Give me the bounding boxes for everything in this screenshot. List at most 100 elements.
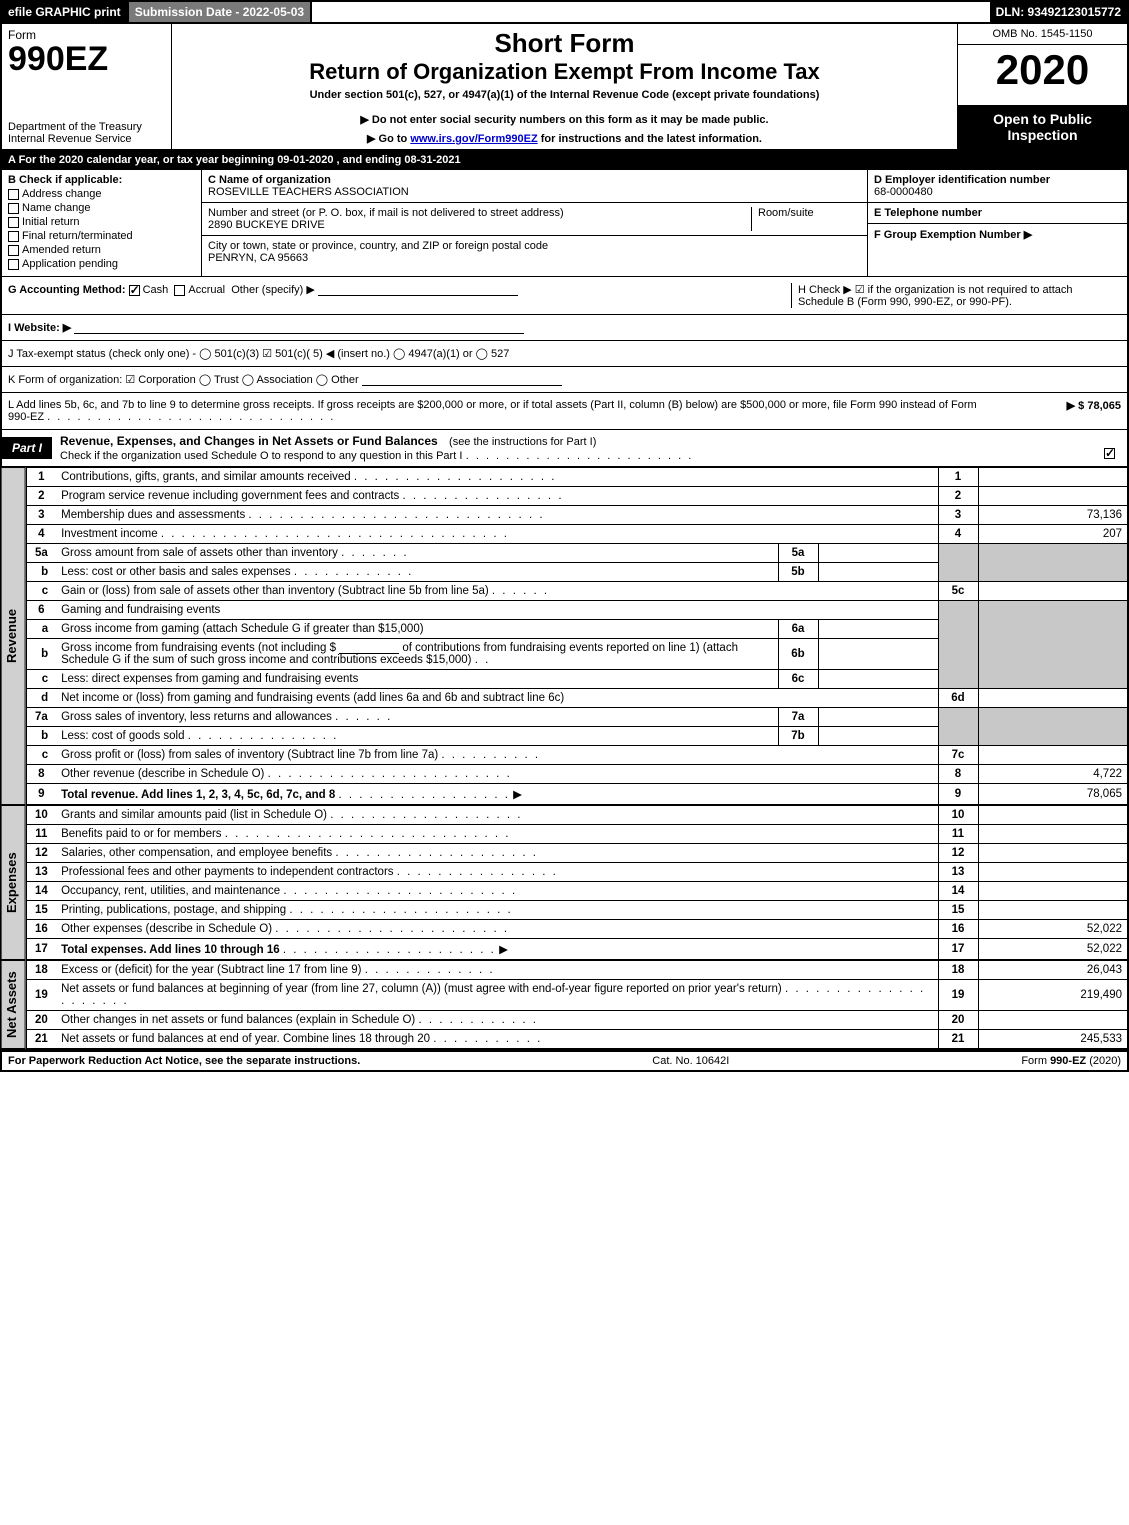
line-6c: c Less: direct expenses from gaming and …	[26, 670, 1128, 689]
line-6a: a Gross income from gaming (attach Sched…	[26, 620, 1128, 639]
warning-ssn: ▶ Do not enter social security numbers o…	[180, 113, 949, 126]
line-8: 8 Other revenue (describe in Schedule O)…	[26, 765, 1128, 784]
chk-initial-return[interactable]: Initial return	[8, 216, 195, 228]
row-l: L Add lines 5b, 6c, and 7b to line 9 to …	[0, 393, 1129, 430]
revenue-side-label: Revenue	[2, 467, 26, 805]
box-def: D Employer identification number 68-0000…	[867, 170, 1127, 276]
chk-name-change[interactable]: Name change	[8, 202, 195, 214]
k-other-input[interactable]	[362, 374, 562, 386]
org-name-value: ROSEVILLE TEACHERS ASSOCIATION	[208, 186, 861, 198]
box-g: G Accounting Method: Cash Accrual Other …	[8, 283, 791, 308]
line-1: 1 Contributions, gifts, grants, and simi…	[26, 468, 1128, 487]
group-exemption-label: F Group Exemption Number ▶	[874, 229, 1032, 241]
row-g-h: G Accounting Method: Cash Accrual Other …	[0, 277, 1129, 315]
line-4: 4 Investment income . . . . . . . . . . …	[26, 525, 1128, 544]
line-a-period: A For the 2020 calendar year, or tax yea…	[0, 151, 1129, 170]
line-14: 14 Occupancy, rent, utilities, and maint…	[26, 882, 1128, 901]
net-assets-section: Net Assets 18 Excess or (deficit) for th…	[0, 960, 1129, 1051]
org-city-label: City or town, state or province, country…	[208, 240, 548, 252]
line-6b-amount-input[interactable]	[339, 642, 399, 654]
expenses-side-label: Expenses	[2, 805, 26, 960]
g-label: G Accounting Method:	[8, 284, 126, 296]
dept-treasury: Department of the Treasury	[8, 121, 142, 133]
l-amount: ▶ $ 78,065	[1001, 399, 1121, 423]
line-15: 15 Printing, publications, postage, and …	[26, 901, 1128, 920]
h-text: H Check ▶ ☑ if the organization is not r…	[798, 284, 1073, 308]
subtitle-under: Under section 501(c), 527, or 4947(a)(1)…	[180, 89, 949, 101]
chk-address-change[interactable]: Address change	[8, 188, 195, 200]
line-16: 16 Other expenses (describe in Schedule …	[26, 920, 1128, 939]
header-right: OMB No. 1545-1150 2020 Open to Public In…	[957, 24, 1127, 149]
g-cash: Cash	[143, 284, 169, 296]
chk-schedule-o[interactable]	[1104, 448, 1115, 459]
website-input[interactable]	[74, 322, 524, 334]
org-name-row: C Name of organization ROSEVILLE TEACHER…	[202, 170, 867, 203]
footer-mid: Cat. No. 10642I	[652, 1055, 729, 1067]
ein-value: 68-0000480	[874, 186, 1121, 198]
line-20: 20 Other changes in net assets or fund b…	[26, 1011, 1128, 1030]
line-12: 12 Salaries, other compensation, and emp…	[26, 844, 1128, 863]
footer-right: Form 990-EZ (2020)	[1021, 1055, 1121, 1067]
dln-number: DLN: 93492123015772	[990, 2, 1127, 22]
expenses-section: Expenses 10 Grants and similar amounts p…	[0, 805, 1129, 960]
revenue-table: 1 Contributions, gifts, grants, and simi…	[26, 467, 1129, 805]
line-2: 2 Program service revenue including gove…	[26, 487, 1128, 506]
org-addr-row: Number and street (or P. O. box, if mail…	[202, 203, 867, 236]
efile-print-label[interactable]: efile GRAPHIC print	[2, 2, 127, 22]
line-5a: 5a Gross amount from sale of assets othe…	[26, 544, 1128, 563]
org-name-label: C Name of organization	[208, 174, 331, 186]
line-5b: b Less: cost or other basis and sales ex…	[26, 563, 1128, 582]
room-suite: Room/suite	[751, 207, 861, 231]
omb-number: OMB No. 1545-1150	[958, 24, 1127, 45]
chk-amended-return[interactable]: Amended return	[8, 244, 195, 256]
part-i-header: Part I Revenue, Expenses, and Changes in…	[0, 430, 1129, 467]
title-short-form: Short Form	[180, 28, 949, 59]
l-desc: L Add lines 5b, 6c, and 7b to line 9 to …	[8, 399, 1001, 423]
chk-application-pending[interactable]: Application pending	[8, 258, 195, 270]
part-i-subtitle: (see the instructions for Part I)	[441, 436, 596, 448]
goto-line: ▶ Go to www.irs.gov/Form990EZ for instru…	[180, 132, 949, 145]
box-b: B Check if applicable: Address change Na…	[2, 170, 202, 276]
goto-pre: ▶ Go to	[367, 133, 410, 145]
row-k: K Form of organization: ☑ Corporation ◯ …	[0, 367, 1129, 393]
dept-irs: Internal Revenue Service	[8, 133, 132, 145]
ein-label: D Employer identification number	[874, 174, 1121, 186]
phone-label: E Telephone number	[874, 207, 1121, 219]
open-to-public: Open to Public Inspection	[958, 105, 1127, 149]
line-17: 17 Total expenses. Add lines 10 through …	[26, 939, 1128, 960]
submission-date: Submission Date - 2022-05-03	[127, 2, 312, 22]
box-d: D Employer identification number 68-0000…	[868, 170, 1127, 203]
department-label: Department of the Treasury Internal Reve…	[8, 121, 165, 145]
box-b-title: B Check if applicable:	[8, 174, 195, 186]
box-c: C Name of organization ROSEVILLE TEACHER…	[202, 170, 867, 276]
line-18: 18 Excess or (deficit) for the year (Sub…	[26, 961, 1128, 980]
expenses-table: 10 Grants and similar amounts paid (list…	[26, 805, 1129, 960]
revenue-section: Revenue 1 Contributions, gifts, grants, …	[0, 467, 1129, 805]
title-return: Return of Organization Exempt From Incom…	[180, 59, 949, 85]
chk-cash[interactable]	[129, 285, 140, 296]
room-suite-label: Room/suite	[758, 207, 814, 219]
header-left: Form 990EZ Department of the Treasury In…	[2, 24, 172, 149]
box-h: H Check ▶ ☑ if the organization is not r…	[791, 283, 1121, 308]
net-assets-table: 18 Excess or (deficit) for the year (Sub…	[26, 960, 1129, 1049]
g-other: Other (specify) ▶	[231, 284, 315, 296]
line-6: 6 Gaming and fundraising events	[26, 601, 1128, 620]
g-other-input[interactable]	[318, 284, 518, 296]
line-9: 9 Total revenue. Add lines 1, 2, 3, 4, 5…	[26, 784, 1128, 805]
form-number: 990EZ	[8, 42, 165, 76]
chk-accrual[interactable]	[174, 285, 185, 296]
part-i-check-line: Check if the organization used Schedule …	[60, 450, 462, 462]
part-i-title: Revenue, Expenses, and Changes in Net As…	[52, 430, 1127, 466]
chk-final-return[interactable]: Final return/terminated	[8, 230, 195, 242]
line-11: 11 Benefits paid to or for members . . .…	[26, 825, 1128, 844]
line-7a: 7a Gross sales of inventory, less return…	[26, 708, 1128, 727]
header-center: Short Form Return of Organization Exempt…	[172, 24, 957, 149]
footer-left: For Paperwork Reduction Act Notice, see …	[8, 1055, 360, 1067]
line-3: 3 Membership dues and assessments . . . …	[26, 506, 1128, 525]
org-city-row: City or town, state or province, country…	[202, 236, 867, 268]
row-j: J Tax-exempt status (check only one) - ◯…	[0, 341, 1129, 367]
box-e: E Telephone number	[868, 203, 1127, 224]
j-text: J Tax-exempt status (check only one) - ◯…	[8, 348, 509, 360]
line-13: 13 Professional fees and other payments …	[26, 863, 1128, 882]
irs-link[interactable]: www.irs.gov/Form990EZ	[410, 133, 537, 145]
